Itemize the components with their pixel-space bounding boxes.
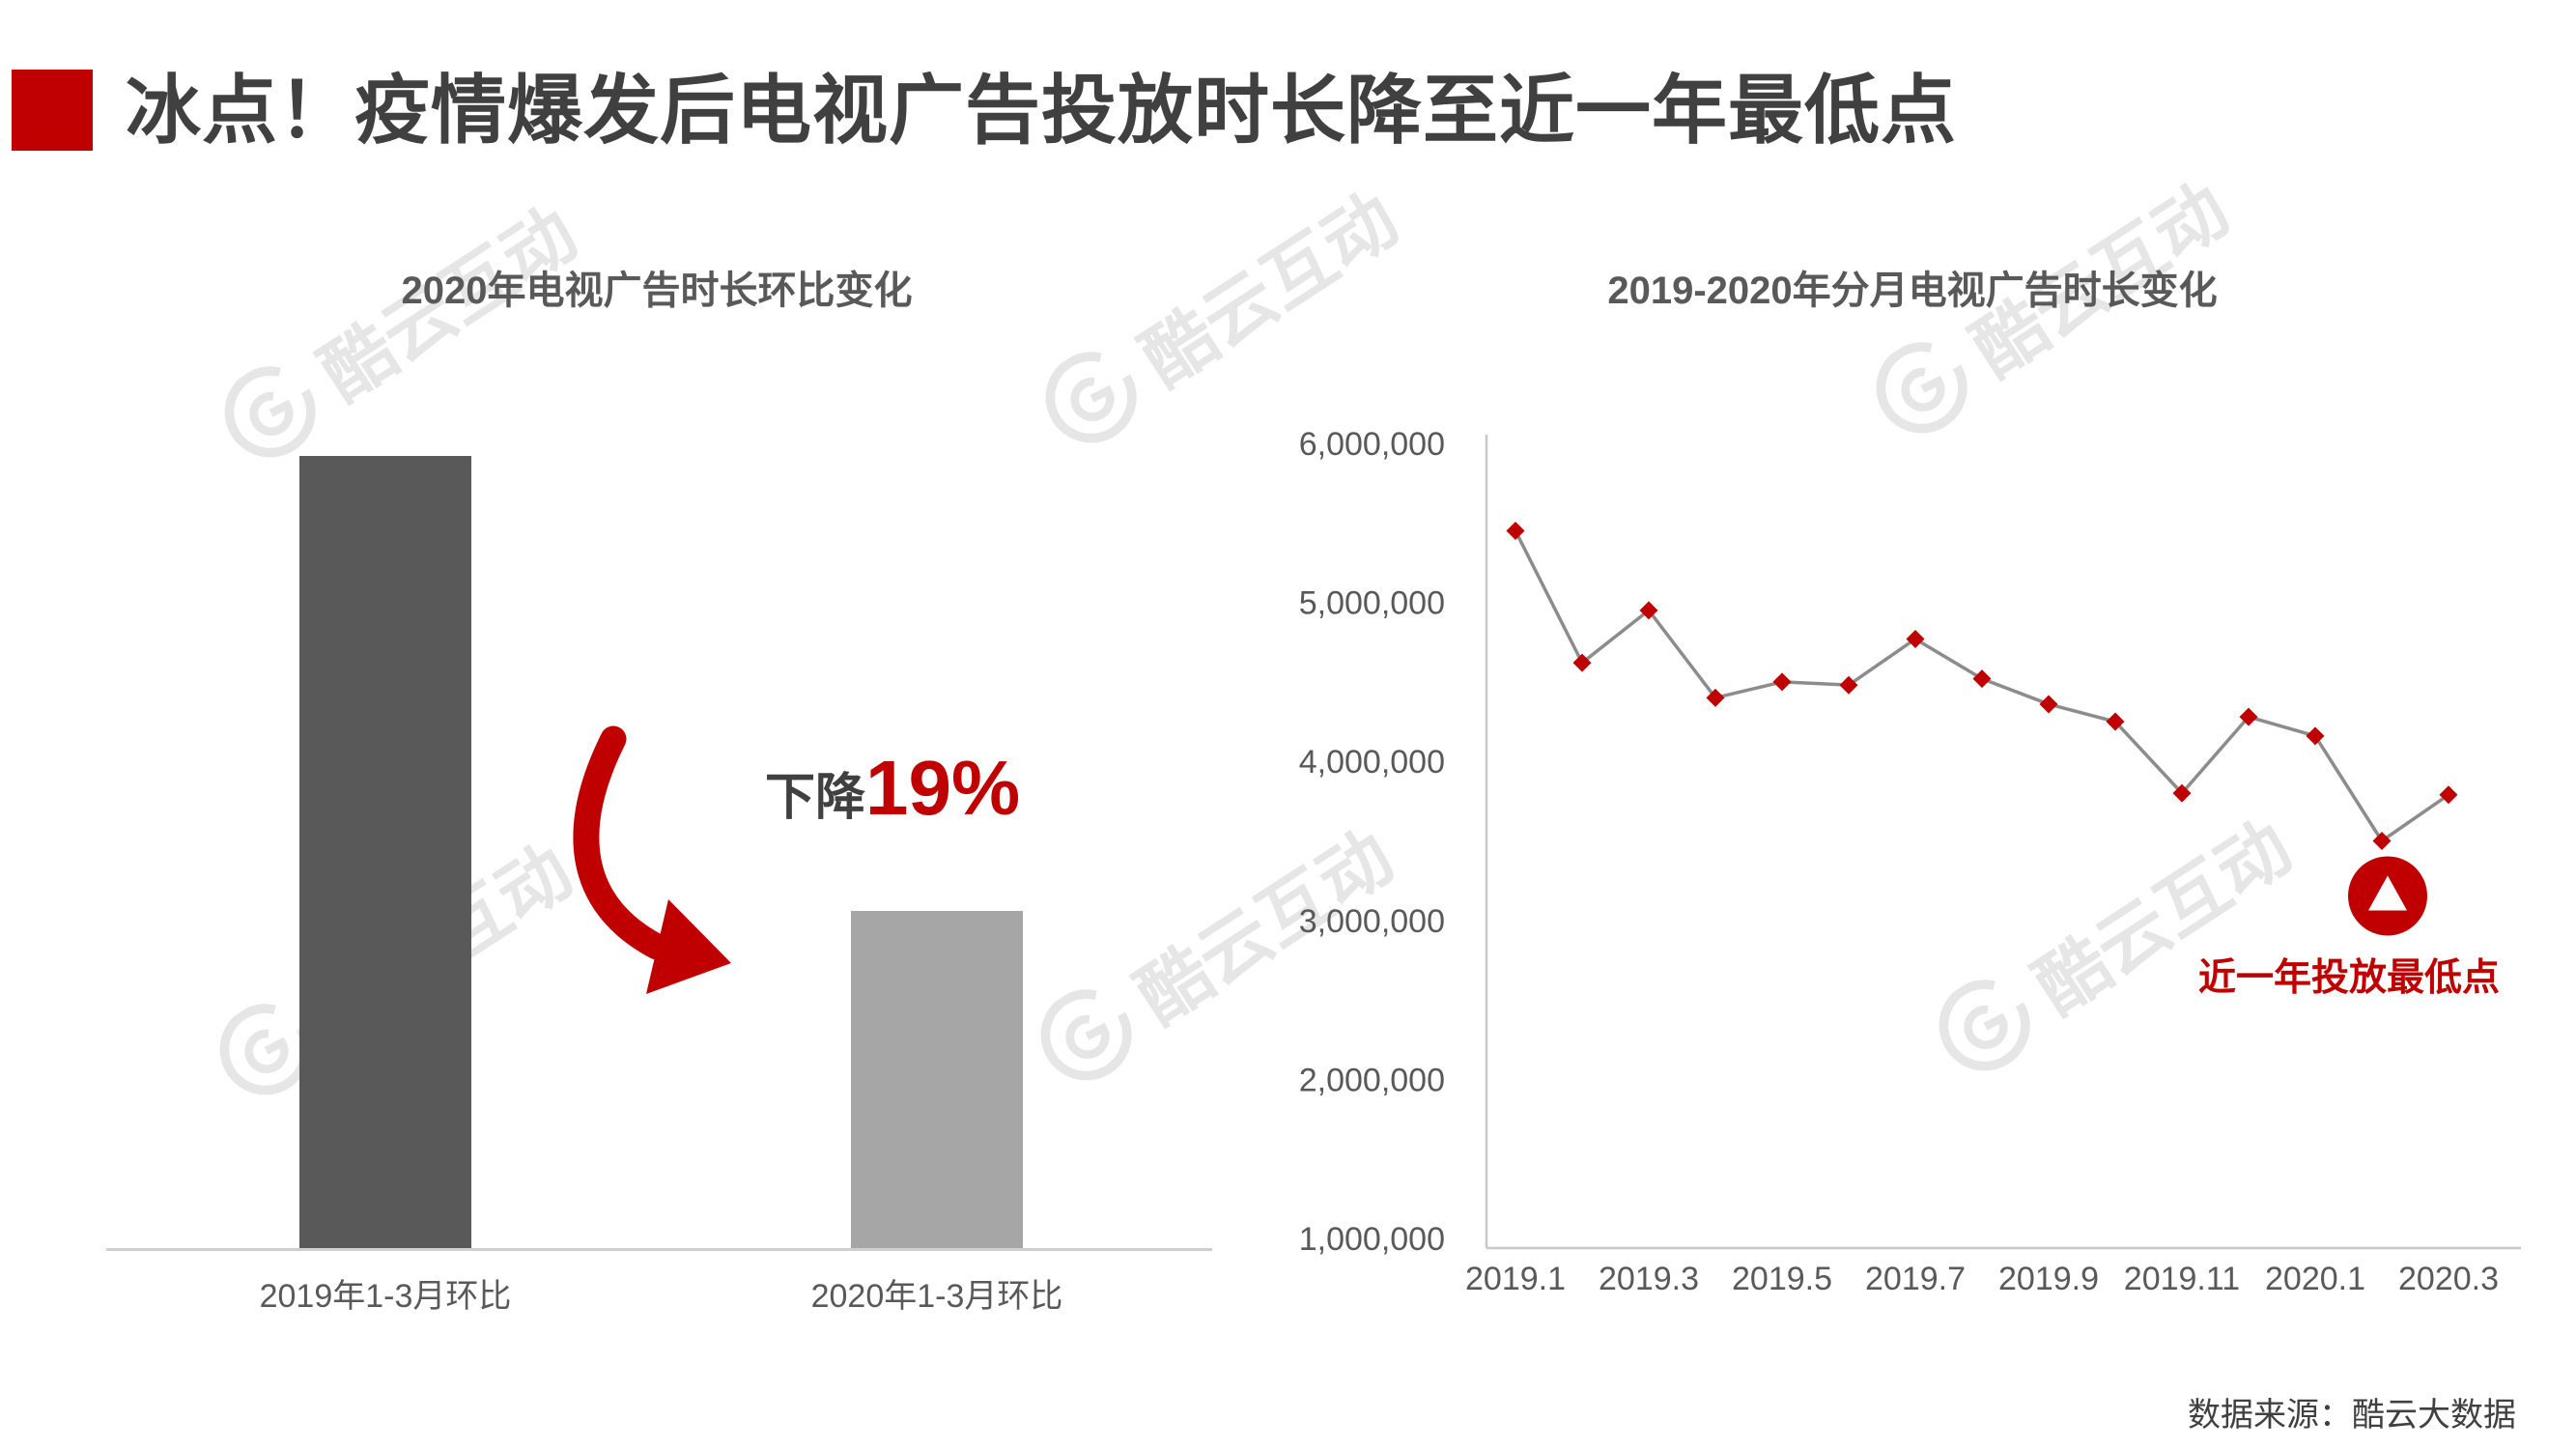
watermark-logo-icon: [1045, 351, 1137, 442]
line-chart: 1,000,000 2,000,000 3,000,000 4,000,000 5,00…: [1299, 426, 2521, 1297]
watermark: 酷云互动: [204, 178, 594, 481]
watermark: 酷云互动: [1918, 791, 2308, 1094]
watermark-logo-icon: [224, 365, 316, 457]
line-chart-title: 2019-2020年分月电视广告时长变化: [1607, 270, 2218, 312]
lowest-point-triangle-icon: [2368, 875, 2407, 911]
watermark: 酷云互动: [1020, 801, 1410, 1104]
data-point-marker: [2106, 712, 2125, 731]
decline-label: 下降: [765, 770, 866, 826]
data-point-marker: [2372, 832, 2392, 850]
decline-annotation: 下降 19%: [765, 744, 1020, 833]
data-point-marker: [1972, 669, 1992, 689]
bar-category-label-1: 2020年1-3月环比: [810, 1278, 1063, 1315]
watermark-logo-icon: [1939, 979, 2030, 1070]
data-point-marker: [1506, 522, 1525, 541]
y-tick-label: 5,000,000: [1299, 585, 1445, 622]
bar-chart-category-labels: 2019年1-3月环比 2020年1-3月环比: [106, 1269, 1212, 1327]
y-tick-label: 2,000,000: [1299, 1062, 1445, 1098]
decline-value: 19%: [865, 745, 1021, 831]
x-tick-label: 2019.9: [1998, 1261, 2099, 1297]
x-tick-label: 2019.5: [1732, 1261, 1832, 1297]
y-tick-label: 4,000,000: [1299, 744, 1445, 781]
data-point-marker: [1772, 672, 1792, 692]
title-accent-square: [12, 70, 93, 151]
watermark-text: 酷云互动: [1127, 178, 1412, 402]
watermark: 酷云互动: [1855, 154, 2246, 457]
data-point-marker: [1572, 653, 1592, 672]
data-source: 数据来源：酷云大数据: [2188, 1397, 2516, 1434]
data-point-marker: [2306, 726, 2325, 746]
watermark-logo-icon: [1876, 341, 1967, 433]
y-tick-label: 6,000,000: [1299, 426, 1445, 463]
decline-arrow-icon: [573, 725, 731, 994]
x-tick-label: 2019.11: [2124, 1261, 2240, 1297]
watermark: 酷云互动: [1025, 163, 1415, 467]
bar-0: [299, 456, 471, 1248]
data-point-marker: [2239, 707, 2258, 726]
x-tick-label: 2020.3: [2398, 1261, 2499, 1297]
y-tick-label: 1,000,000: [1299, 1221, 1445, 1258]
x-tick-label: 2019.1: [1465, 1261, 1566, 1297]
lowest-point-label: 近一年投放最低点: [2198, 957, 2500, 999]
x-tick-label: 2019.7: [1865, 1261, 1966, 1297]
x-tick-label: 2019.3: [1599, 1261, 1699, 1297]
watermark-logo-icon: [1040, 988, 1132, 1080]
bar-category-label-0: 2019年1-3月环比: [259, 1278, 512, 1315]
data-point-marker: [1906, 629, 1925, 648]
bar-chart: [106, 440, 1212, 1251]
bar-1: [851, 911, 1023, 1248]
x-tick-label: 2020.1: [2265, 1261, 2365, 1297]
page-title: 冰点！疫情爆发后电视广告投放时长降至近一年最低点: [126, 68, 1958, 153]
bar-chart-title: 2020年电视广告时长环比变化: [401, 270, 913, 312]
data-point-marker: [1639, 601, 1658, 620]
data-point-marker: [1839, 675, 1858, 695]
y-tick-label: 3,000,000: [1299, 903, 1445, 940]
data-point-marker: [1706, 688, 1725, 707]
data-point-marker: [2172, 783, 2192, 803]
data-point-marker: [2439, 785, 2458, 805]
data-point-marker: [2039, 695, 2058, 714]
